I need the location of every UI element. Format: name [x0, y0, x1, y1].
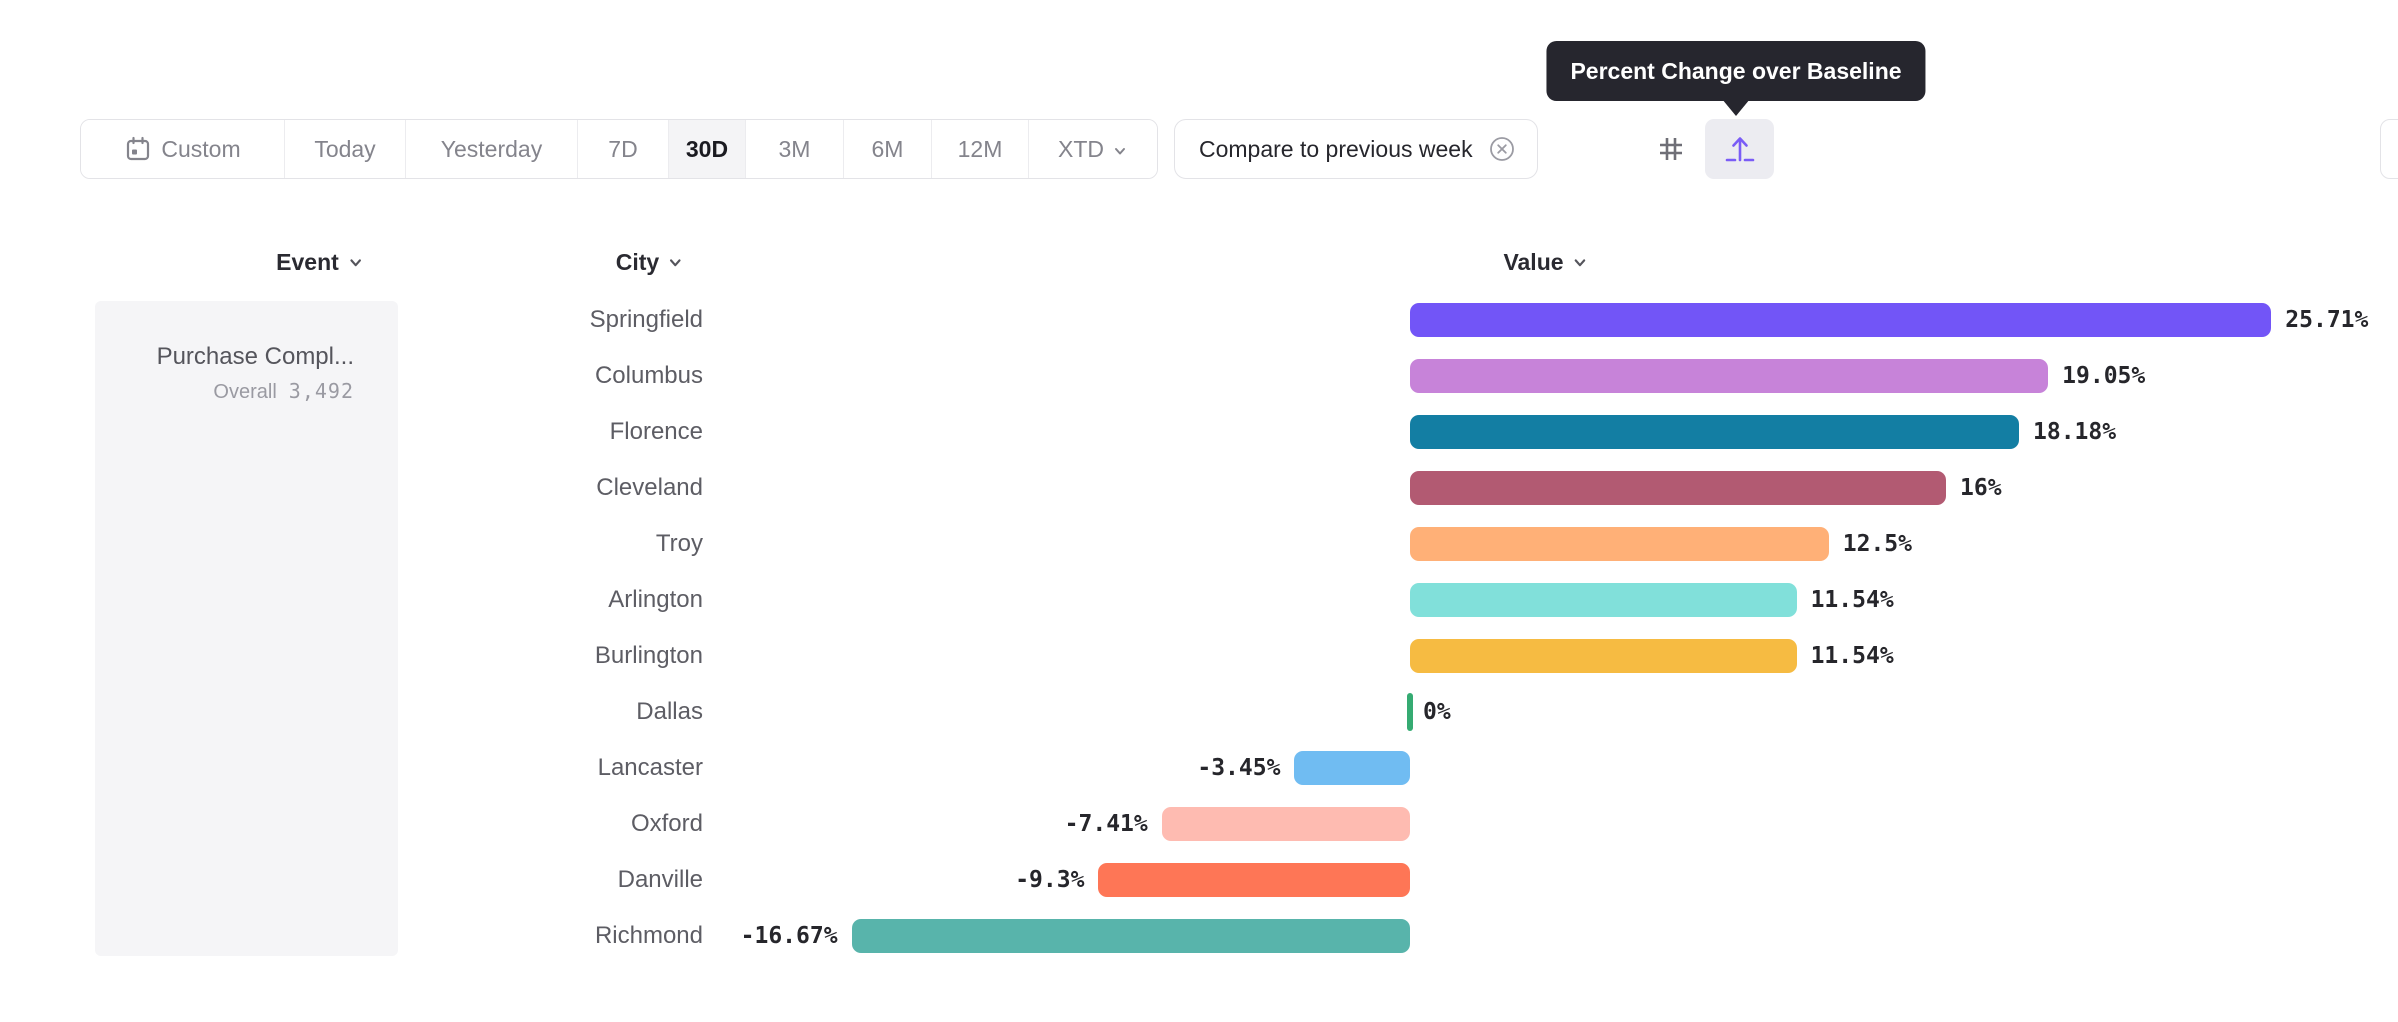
date-range-control: Custom Today Yesterday 7D 30D 3M 6M 12M … [80, 119, 1158, 179]
bar[interactable] [1098, 863, 1410, 897]
bar[interactable] [1410, 303, 2272, 337]
date-range-label: Today [314, 135, 376, 162]
date-range-label: 30D [685, 135, 729, 162]
city-label: Oxford [630, 810, 703, 837]
column-header-label: Value [1503, 248, 1564, 275]
absolute-values-button[interactable] [1636, 119, 1705, 179]
bar[interactable] [1410, 583, 1797, 617]
chart-row: Burlington 11.54% [0, 628, 2398, 684]
bar-value-label: 18.18% [2033, 419, 2117, 445]
bar-value-label: 25.71% [2285, 307, 2369, 333]
column-header-value[interactable]: Value [1503, 245, 1588, 279]
chart-row: Danville -9.3% [0, 852, 2398, 908]
chart-row: Arlington 11.54% [0, 572, 2398, 628]
date-range-label: 6M [871, 135, 904, 162]
column-header-label: Event [276, 248, 339, 275]
bar[interactable] [1410, 471, 1946, 505]
bar-value-label: 16% [1960, 475, 2002, 501]
bar[interactable] [1410, 527, 1829, 561]
event-name: Purchase Compl... [156, 343, 354, 370]
date-range-30d[interactable]: 30D [669, 120, 746, 178]
bar[interactable] [1410, 359, 2049, 393]
chart-row: Richmond -16.67% [0, 908, 2398, 964]
date-range-custom[interactable]: Custom [81, 120, 285, 178]
bar[interactable] [1407, 693, 1413, 731]
date-range-yesterday[interactable]: Yesterday [406, 120, 578, 178]
date-range-7d[interactable]: 7D [578, 120, 669, 178]
bar-value-label: 12.5% [1842, 531, 1912, 557]
city-label: Springfield [589, 306, 703, 333]
event-metric: Overall 3,492 [95, 379, 354, 404]
calendar-icon [124, 135, 152, 163]
baseline-arrow-icon [1722, 131, 1758, 167]
metric-label: Overall [213, 381, 277, 403]
chart-row: Lancaster -3.45% [0, 740, 2398, 796]
bar-value-label: -3.45% [1197, 755, 1281, 781]
date-range-3m[interactable]: 3M [746, 120, 844, 178]
bar[interactable] [1294, 751, 1410, 785]
chart-row: Cleveland 16% [0, 460, 2398, 516]
bar-value-label: 11.54% [1810, 587, 1894, 613]
chart-row: Dallas 0% [0, 684, 2398, 740]
tooltip-caret [1722, 99, 1750, 116]
clipped-right-button[interactable] [2380, 119, 2398, 179]
date-range-12m[interactable]: 12M [932, 120, 1029, 178]
city-label: Richmond [594, 922, 703, 949]
bar[interactable] [1161, 807, 1410, 841]
city-label: Danville [617, 866, 703, 893]
date-range-label: XTD [1058, 135, 1104, 162]
chart-row: Oxford -7.41% [0, 796, 2398, 852]
chart-row: Troy 12.5% [0, 516, 2398, 572]
city-label: Lancaster [597, 754, 703, 781]
date-range-label: Custom [161, 135, 241, 162]
bar-value-label: -9.3% [1015, 867, 1085, 893]
chevron-down-icon [667, 254, 684, 271]
x-circle-icon[interactable] [1487, 134, 1517, 164]
chevron-down-icon [1572, 254, 1589, 271]
chevron-down-icon [1112, 143, 1128, 159]
chart-row: Florence 18.18% [0, 404, 2398, 460]
date-range-label: Yesterday [440, 135, 543, 162]
date-range-label: 12M [957, 135, 1003, 162]
city-label: Columbus [594, 362, 703, 389]
city-label: Cleveland [596, 474, 703, 501]
city-label: Burlington [594, 642, 703, 669]
date-range-xtd[interactable]: XTD [1029, 120, 1157, 178]
city-label: Troy [655, 530, 703, 557]
city-label: Arlington [608, 586, 703, 613]
chevron-down-icon [347, 254, 364, 271]
bar[interactable] [1410, 415, 2020, 449]
event-card[interactable]: Purchase Compl... Overall 3,492 [95, 301, 398, 956]
date-range-6m[interactable]: 6M [844, 120, 932, 178]
bar[interactable] [851, 919, 1410, 953]
compare-label: Compare to previous week [1199, 135, 1473, 162]
bar-value-label: -16.67% [740, 923, 838, 949]
bar[interactable] [1410, 639, 1797, 673]
date-range-label: 3M [778, 135, 811, 162]
tooltip: Percent Change over Baseline [1546, 41, 1926, 101]
chart-row: Columbus 19.05% [0, 348, 2398, 404]
date-range-label: 7D [608, 135, 638, 162]
grid-hash-icon [1655, 133, 1687, 165]
column-header-city[interactable]: City [616, 245, 684, 279]
column-header-label: City [615, 248, 660, 275]
metric-value: 3,492 [288, 379, 354, 403]
bar-value-label: 11.54% [1810, 643, 1894, 669]
city-label: Dallas [636, 698, 703, 725]
city-label: Florence [609, 418, 703, 445]
date-range-today[interactable]: Today [285, 120, 406, 178]
chart-row: Springfield 25.71% [0, 292, 2398, 348]
bar-value-label: 19.05% [2062, 363, 2146, 389]
bar-value-label: -7.41% [1064, 811, 1148, 837]
column-header-event[interactable]: Event [276, 245, 364, 279]
percent-change-button[interactable] [1705, 119, 1774, 179]
value-mode-toggle [1636, 119, 1774, 179]
compare-selector[interactable]: Compare to previous week [1174, 119, 1538, 179]
bar-value-label: 0% [1423, 699, 1451, 725]
